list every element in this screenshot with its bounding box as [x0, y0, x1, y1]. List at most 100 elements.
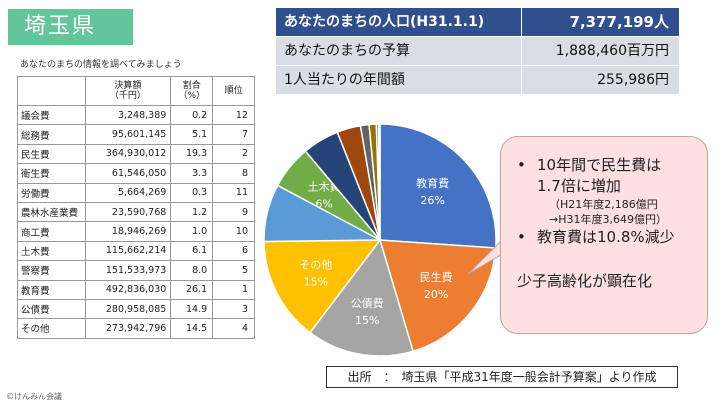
prefecture-title: 埼玉県 [8, 9, 133, 45]
pie-slice-民生費 [378, 239, 497, 353]
table-row: 教育費 492,836,030 26.1 1 [17, 279, 255, 300]
header-share: 割合 （%） [170, 76, 214, 106]
share-cell: 19.3 [170, 143, 214, 165]
rank-cell: 3 [212, 298, 255, 320]
budget-label: あなたのまちの予算 [284, 43, 410, 59]
callout-bullet-1b: 1.7倍に増加 [515, 176, 697, 197]
rank-cell: 9 [212, 201, 255, 223]
amount-cell: 3,248,389 [84, 104, 172, 126]
callout-bullet-2-text: 教育費は10.8%減少 [537, 228, 675, 246]
population-row: あなたのまちの人口(H31.1.1) 7,377,199人 [276, 8, 679, 37]
category-cell: 警察費 [17, 260, 86, 281]
pie-slice-公債費 [309, 238, 414, 357]
pie-slice-教育費 [379, 123, 497, 249]
credit: ©けんみん会議 [6, 392, 62, 401]
pie-pct-label: 15% [355, 314, 379, 327]
rank-cell: 5 [212, 260, 255, 281]
share-cell: 3.3 [170, 163, 214, 184]
callout-bullet-1-text: 10年間で民生費は [537, 156, 662, 174]
callout-box: • 10年間で民生費は 1.7倍に増加 （H21年度2,186億円 →H31年度… [500, 136, 708, 334]
share-cell: 8.0 [170, 260, 214, 281]
category-cell: 公債費 [17, 298, 86, 320]
callout-bullet-1: • 10年間で民生費は [515, 155, 697, 176]
amount-cell: 364,930,012 [84, 143, 172, 165]
share-cell: 14.9 [170, 298, 214, 320]
share-cell: 1.0 [170, 221, 214, 242]
table-header-row: 決算額 （千円） 割合 （%） 順位 [17, 76, 255, 106]
rank-cell: 10 [212, 221, 255, 242]
amount-cell: 61,546,050 [84, 163, 172, 184]
category-cell: 農林水産業費 [17, 201, 86, 223]
rank-cell: 11 [212, 182, 255, 203]
pie-label: 公債費 [351, 296, 384, 310]
pie-pct-label: 15% [304, 275, 328, 288]
share-cell: 0.3 [170, 182, 214, 203]
callout-conclusion: 少子高齢化が顕在化 [517, 272, 653, 290]
pie-label: 民生費 [420, 270, 453, 284]
rank-cell: 8 [212, 163, 255, 184]
share-cell: 1.2 [170, 201, 214, 223]
subtitle: あなたのまちの情報を調べてみましょう [20, 60, 182, 70]
amount-cell: 492,836,030 [84, 279, 172, 300]
bullet-dot: • [517, 228, 526, 246]
callout-bullet-2: • 教育費は10.8%減少 [515, 227, 697, 248]
table-body: 議会費 3,248,389 0.2 12 総務費 95,601,145 5.1 7 民生費 364… [17, 104, 255, 339]
callout-detail-2: →H31年度3,649億円） [549, 213, 667, 226]
header-rank: 順位 [212, 76, 255, 106]
header-category [17, 76, 86, 106]
header-amount: 決算額 （千円） [84, 76, 172, 106]
rank-cell: 4 [212, 318, 255, 339]
callout-detail-1: （H21年度2,186億円 [549, 198, 658, 211]
rank-cell: 1 [212, 279, 255, 300]
category-cell: 労働費 [17, 182, 86, 203]
table-row: 農林水産業費 23,590,768 1.2 9 [17, 201, 255, 223]
rank-cell: 2 [212, 143, 255, 165]
amount-cell: 115,662,214 [84, 240, 172, 262]
pie-label: その他 [299, 258, 332, 271]
table-row: 衛生費 61,546,050 3.3 8 [17, 163, 255, 184]
pie-pct-label: 20% [424, 288, 448, 301]
category-cell: 議会費 [17, 104, 86, 126]
share-cell: 5.1 [170, 124, 214, 145]
category-cell: その他 [17, 318, 86, 339]
budget-row: あなたのまちの予算 1,888,460百万円 [276, 37, 679, 66]
share-cell: 0.2 [170, 104, 214, 126]
population-label: あなたのまちの人口(H31.1.1) [284, 14, 485, 30]
pie-pct-label: 6% [315, 198, 332, 211]
category-cell: 総務費 [17, 124, 86, 145]
table-row: 議会費 3,248,389 0.2 12 [17, 104, 255, 126]
pie-pct-label: 26% [420, 194, 444, 207]
pie-slice-その他 [263, 239, 382, 334]
rank-cell: 7 [212, 124, 255, 145]
callout-bullet-1b-text: 1.7倍に増加 [537, 177, 621, 195]
info-panel: あなたのまちの人口(H31.1.1) 7,377,199人 あなたのまちの予算 … [276, 8, 679, 95]
table-row: 公債費 280,958,085 14.9 3 [17, 298, 255, 320]
pie-slice-議会費 [377, 123, 381, 241]
bullet-dot: • [517, 156, 526, 174]
pie-label: 教育費 [416, 176, 449, 190]
header-share-text: 割合 （%） [178, 81, 206, 101]
per-capita-label: 1人当たりの年間額 [284, 72, 405, 88]
table-row: 民生費 364,930,012 19.3 2 [17, 143, 255, 165]
amount-cell: 273,942,796 [84, 318, 172, 339]
budget-table: 決算額 （千円） 割合 （%） 順位 議会費 3,248,389 0.2 12 総務費 9… [17, 76, 255, 339]
per-capita-value: 255,986円 [521, 66, 679, 94]
amount-cell: 151,533,973 [84, 260, 172, 281]
amount-cell: 18,946,269 [84, 221, 172, 242]
source-note: 出所 ： 埼玉県「平成31年度一般会計予算案」より作成 [326, 366, 678, 388]
share-cell: 14.5 [170, 318, 214, 339]
rank-cell: 12 [212, 104, 255, 126]
category-cell: 民生費 [17, 143, 86, 165]
table-row: 警察費 151,533,973 8.0 5 [17, 260, 255, 281]
per-capita-row: 1人当たりの年間額 255,986円 [276, 66, 679, 95]
table-row: 土木費 115,662,214 6.1 6 [17, 240, 255, 262]
table-row: 商工費 18,946,269 1.0 10 [17, 221, 255, 242]
amount-cell: 23,590,768 [84, 201, 172, 223]
rank-cell: 6 [212, 240, 255, 262]
category-cell: 土木費 [17, 240, 86, 262]
amount-cell: 5,664,269 [84, 182, 172, 203]
category-cell: 教育費 [17, 279, 86, 300]
share-cell: 26.1 [170, 279, 214, 300]
table-row: その他 273,942,796 14.5 4 [17, 318, 255, 339]
